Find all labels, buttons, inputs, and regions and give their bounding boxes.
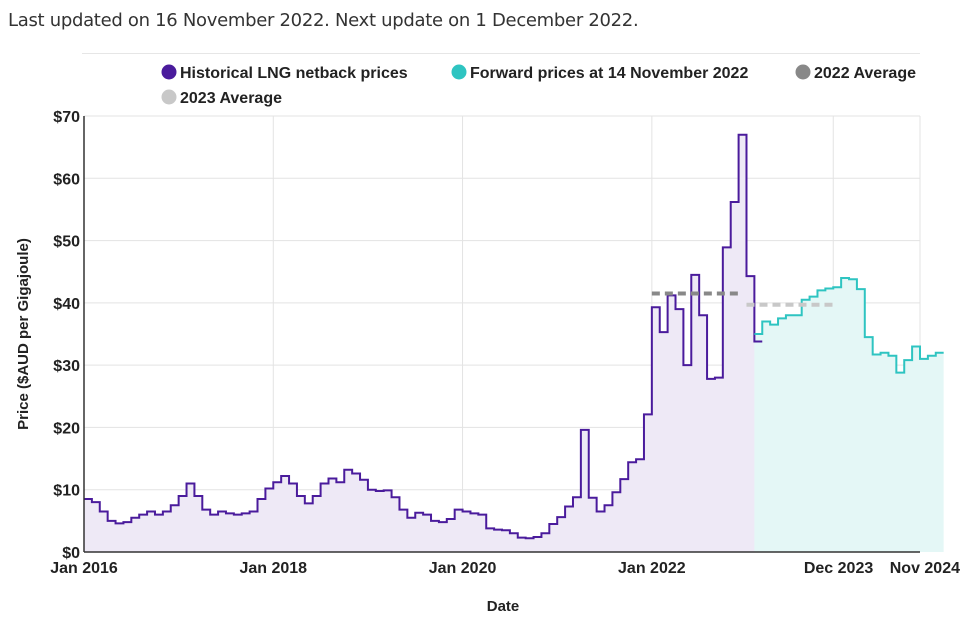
y-tick-label-4: $40: [53, 296, 80, 313]
y-tick-label-0: $0: [62, 545, 80, 562]
legend-marker-0: [161, 64, 177, 80]
x-tick-label-0: Jan 2016: [50, 560, 118, 577]
y-tick-label-5: $50: [53, 234, 80, 251]
y-tick-label-7: $70: [53, 109, 80, 126]
series-line-1: [754, 276, 944, 374]
x-tick-label-2: Jan 2020: [429, 560, 497, 577]
x-axis-title: Date: [487, 598, 520, 615]
legend-label-2: 2022 Average: [814, 65, 916, 82]
legend-label-0: Historical LNG netback prices: [180, 65, 408, 82]
x-tick-label-3: Jan 2022: [618, 560, 686, 577]
separator-line: [82, 53, 920, 54]
update-notice: Last updated on 16 November 2022. Next u…: [8, 10, 639, 31]
legend-marker-1: [451, 64, 467, 80]
series-area-0: [84, 134, 763, 552]
x-tick-label-5: Nov 2024: [890, 560, 960, 577]
y-tick-label-1: $10: [53, 483, 80, 500]
x-tick-label-4: Dec 2023: [804, 560, 873, 577]
y-tick-label-2: $20: [53, 420, 80, 437]
series-line-0: [84, 133, 763, 540]
legend-marker-3: [161, 89, 177, 105]
y-tick-label-6: $60: [53, 171, 80, 188]
x-tick-label-1: Jan 2018: [239, 560, 307, 577]
y-axis-title: Price ($AUD per Gigajoule): [15, 238, 32, 430]
legend-label-3: 2023 Average: [180, 90, 282, 107]
legend-label-1: Forward prices at 14 November 2022: [470, 65, 748, 82]
legend-marker-2: [795, 64, 811, 80]
series-area-1: [754, 277, 944, 552]
y-tick-label-3: $30: [53, 358, 80, 375]
